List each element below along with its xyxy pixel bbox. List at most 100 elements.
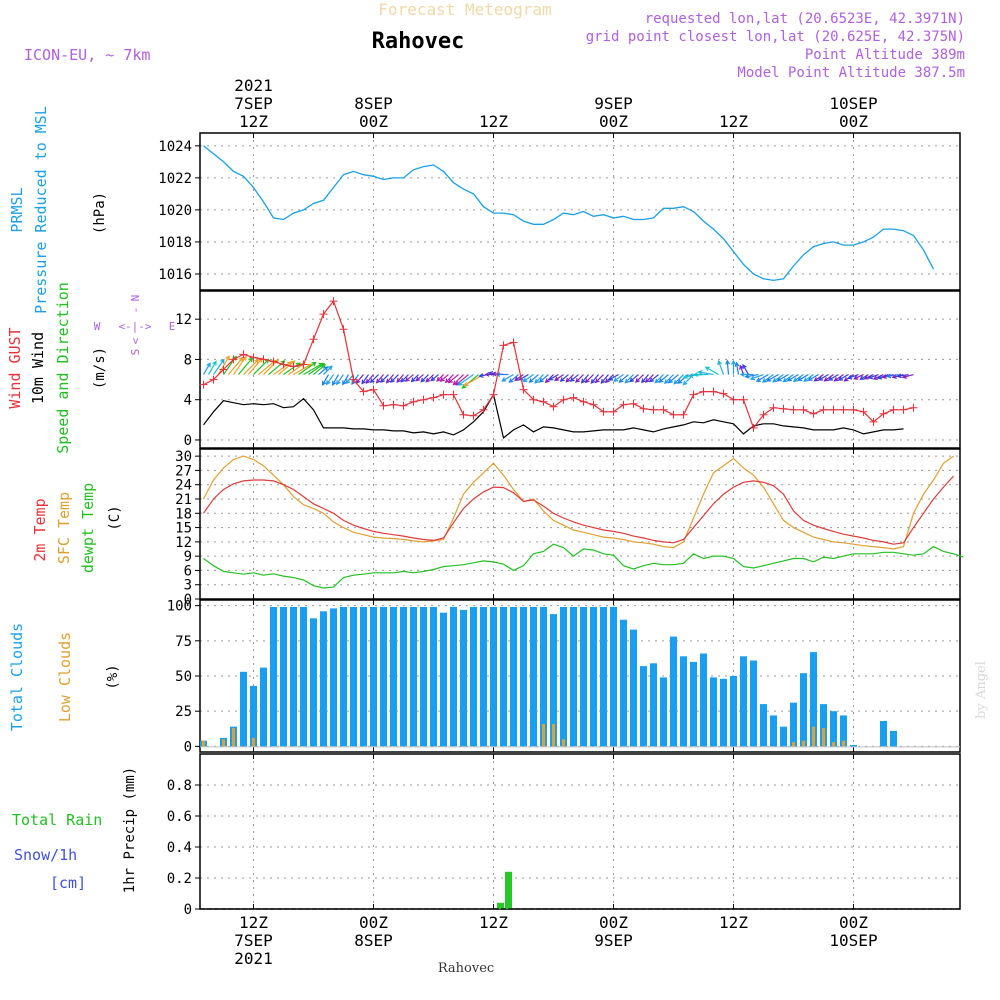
compass-ns-2: <: [129, 337, 142, 344]
wind-arrow-head: [400, 377, 406, 383]
gust-marker: [359, 387, 368, 396]
top-axis-label: 00Z: [839, 112, 868, 131]
wind-arrow: [380, 374, 389, 383]
wind-arrow: [814, 374, 824, 382]
wind-arrow: [336, 374, 344, 385]
total-cloud-bar: [760, 704, 767, 747]
wind-arrow: [735, 362, 740, 375]
wind-arrow-head: [584, 378, 590, 384]
top-axis-label: 00Z: [599, 112, 628, 131]
wind-arrow-head: [742, 363, 747, 370]
wind-arrow-head: [425, 377, 431, 383]
wind-arrow: [313, 364, 326, 375]
low-cloud-bar: [202, 740, 205, 747]
wind-arrow: [370, 374, 379, 383]
model-label: ICON-EU, ~ 7km: [24, 46, 150, 64]
wind-arrow: [238, 357, 253, 375]
precip-ytick-label: 0.6: [167, 809, 192, 825]
wind-arrow: [361, 374, 369, 384]
gust-marker: [379, 401, 388, 410]
legend-total-rain: Total Rain: [12, 811, 102, 829]
wind-arrow-head: [682, 374, 689, 379]
wind-arrow: [228, 357, 244, 375]
gust-marker: [269, 357, 278, 366]
wind-arrow: [365, 374, 374, 384]
wind-arrow: [600, 374, 609, 384]
wind-arrow: [575, 374, 584, 383]
wind-arrow-head: [430, 376, 436, 382]
wind-arrow-head: [833, 377, 839, 382]
legend-1hr-precip: 1hr Precip (mm): [122, 767, 138, 893]
total-cloud-bar: [890, 730, 897, 747]
legend-prmsl: PRMSL: [8, 187, 26, 232]
gust-marker: [889, 405, 898, 414]
top-axis-label: 12Z: [479, 112, 508, 131]
wind-arrow: [742, 364, 750, 375]
gust-marker: [699, 387, 708, 396]
gust-marker: [649, 405, 658, 414]
clouds-ytick-label: 50: [175, 669, 192, 685]
wind-arrow-head: [335, 380, 341, 386]
wind-arrow: [448, 374, 459, 384]
total-cloud-bar: [840, 715, 847, 747]
footer-location: Rahovec: [438, 961, 494, 976]
bottom-axis-label: 7SEP: [234, 931, 273, 950]
gust-marker: [459, 410, 468, 419]
wind-arrow: [902, 373, 914, 378]
wind-arrow-head: [872, 375, 878, 380]
top-axis-label: 10SEP: [829, 94, 877, 113]
compass-w: W: [94, 320, 101, 333]
wind-arrow: [613, 374, 624, 382]
wind-arrow: [745, 373, 759, 378]
precip-ytick-label: 0.8: [167, 778, 192, 794]
wind-arrow-head: [863, 375, 869, 380]
top-axis-label: 00Z: [359, 112, 388, 131]
gust-marker: [279, 360, 288, 369]
gust-marker: [499, 341, 508, 350]
gust-marker: [849, 405, 858, 414]
wind-arrow: [509, 374, 519, 383]
gust-marker: [579, 397, 588, 406]
wind-arrow: [539, 374, 549, 383]
total-cloud-bar: [660, 677, 667, 747]
gust-marker: [639, 404, 648, 413]
legend-total-clouds: Total Clouds: [8, 623, 26, 731]
total-cloud-bar: [780, 726, 787, 747]
gust-marker: [559, 395, 568, 404]
wind-arrow-head: [693, 372, 699, 377]
wind-arrow: [248, 358, 263, 375]
wind-arrow-head: [635, 378, 640, 383]
wind-arrow: [458, 374, 474, 386]
wind-arrow: [677, 374, 689, 384]
legend-ms: (m/s): [92, 347, 108, 389]
wind-panel: 0 4 8 12: [175, 290, 961, 449]
wind-arrow-head: [327, 365, 333, 371]
legend-sfc-temp: SFC Temp: [55, 492, 73, 564]
wind-arrow-head: [891, 374, 897, 379]
low-cloud-bar: [832, 742, 835, 747]
wind-arrow: [625, 374, 634, 384]
total-cloud-bar: [730, 676, 737, 747]
wind-arrow-head: [827, 376, 834, 381]
total-cloud-bar: [720, 678, 727, 747]
gust-marker: [569, 393, 578, 402]
total-cloud-bar: [640, 666, 647, 747]
gust-marker: [239, 350, 248, 359]
wind-arrow: [376, 374, 384, 384]
wind-arrow-head: [813, 377, 819, 382]
wind-arrow-head: [212, 360, 217, 366]
wind-arrow-head: [463, 381, 469, 387]
wind-arrow-head: [365, 378, 371, 384]
wind-arrow-head: [782, 377, 788, 383]
total-cloud-bar: [600, 607, 607, 747]
wind-arrow: [501, 374, 514, 382]
gust-marker: [489, 390, 498, 399]
wind-arrow-head: [749, 375, 755, 381]
wind-arrow-head: [739, 372, 745, 377]
wind-arrow-head: [447, 378, 453, 384]
total-cloud-bar: [310, 618, 317, 747]
wind-arrow: [645, 374, 654, 383]
total-cloud-bar: [520, 607, 527, 747]
bottom-axis-label: 12Z: [239, 913, 268, 932]
bottom-axis-label: 8SEP: [354, 931, 393, 950]
